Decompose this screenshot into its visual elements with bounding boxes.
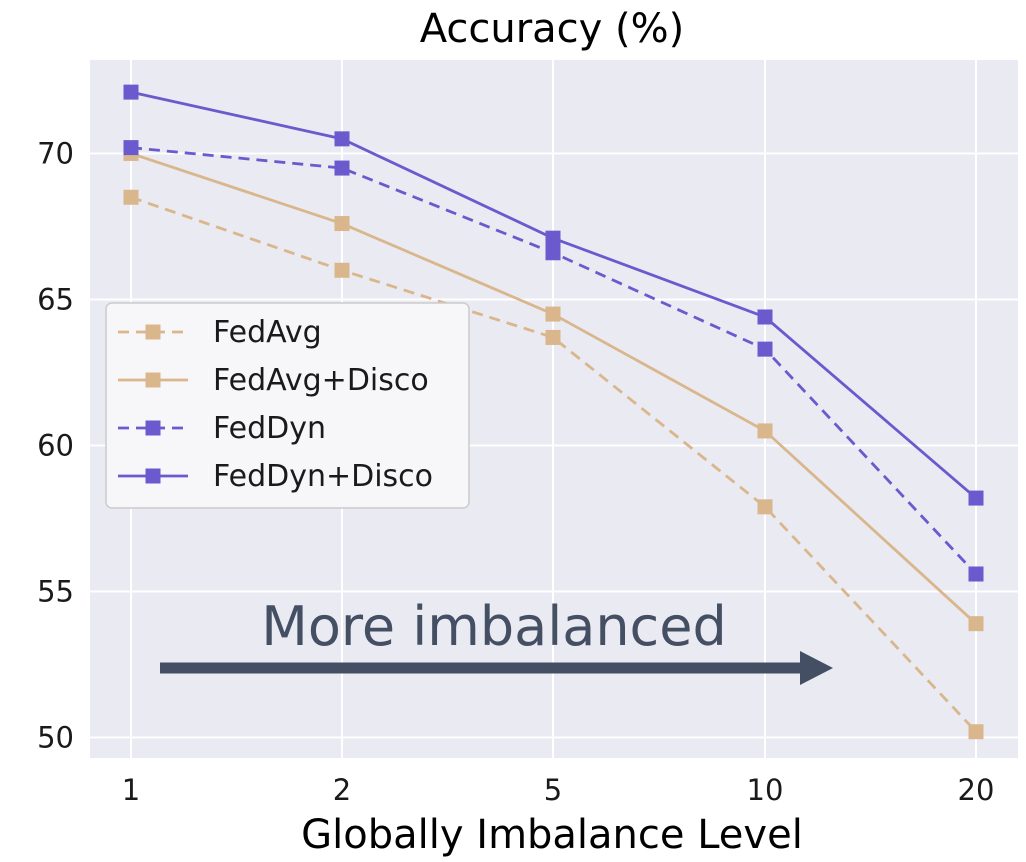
legend-label: FedDyn (213, 411, 326, 446)
x-tick-label: 20 (958, 773, 995, 807)
data-point (545, 329, 561, 345)
legend-marker (145, 324, 161, 340)
legend-label: FedAvg+Disco (213, 363, 429, 398)
legend-box (105, 302, 470, 509)
x-tick-labels: 1 2 5 10 20 (122, 773, 995, 807)
data-point (968, 566, 984, 582)
y-tick-label: 70 (37, 136, 74, 170)
annotation-arrow-head (800, 651, 833, 685)
data-point (123, 84, 139, 100)
data-point (545, 245, 561, 261)
annotation: More imbalanced (160, 595, 833, 685)
legend-label: FedDyn+Disco (213, 459, 433, 494)
data-point (757, 423, 773, 439)
annotation-text: More imbalanced (261, 595, 727, 658)
legend-label: FedAvg (213, 315, 322, 350)
legend-item: FedDyn+Disco (118, 459, 433, 494)
data-point (123, 140, 139, 156)
legend: FedAvg FedAvg+Disco FedDyn FedDyn+Disco (105, 302, 470, 509)
data-point (334, 216, 350, 232)
y-tick-label: 65 (37, 282, 74, 316)
y-tick-label: 50 (37, 721, 74, 755)
x-tick-label: 10 (747, 773, 784, 807)
x-tick-label: 2 (333, 773, 351, 807)
series-lines (123, 84, 984, 740)
data-point (545, 230, 561, 246)
data-point (968, 616, 984, 632)
data-point (968, 490, 984, 506)
data-point (334, 131, 350, 147)
x-tick-label: 1 (122, 773, 140, 807)
legend-marker (145, 420, 161, 436)
data-point (757, 309, 773, 325)
y-tick-label: 55 (37, 575, 74, 609)
legend-item: FedAvg (118, 315, 322, 350)
data-point (968, 724, 984, 740)
y-tick-label: 60 (37, 429, 74, 463)
legend-item: FedDyn (118, 411, 326, 446)
data-point (757, 341, 773, 357)
data-point (757, 499, 773, 515)
legend-marker (145, 468, 161, 484)
series-line (130, 195, 978, 733)
legend-marker (145, 372, 161, 388)
data-point (334, 262, 350, 278)
legend-item: FedAvg+Disco (118, 363, 429, 398)
chart-title: Accuracy (%) (420, 6, 685, 52)
y-tick-labels: 50 55 60 65 70 (37, 136, 74, 754)
series-fedavg (123, 189, 984, 740)
data-point (334, 160, 350, 176)
series-feddyn-disco (123, 84, 984, 506)
series-feddyn (123, 140, 984, 582)
data-point (545, 306, 561, 322)
x-tick-label: 5 (544, 773, 562, 807)
data-point (123, 189, 139, 205)
x-axis-label: Globally Imbalance Level (301, 812, 803, 858)
